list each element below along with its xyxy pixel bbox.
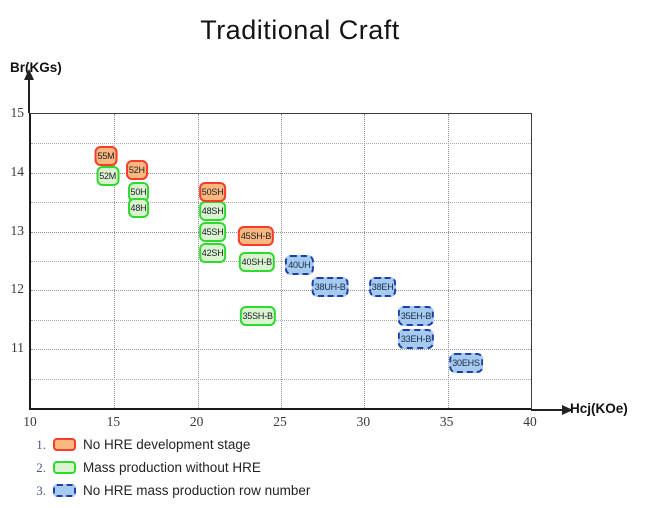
legend-swatch-green [53, 461, 76, 474]
y-axis-arrow-line [28, 80, 30, 113]
grade-box-45sh-b: 45SH-B [237, 226, 275, 247]
x-tick-20: 20 [189, 414, 204, 429]
legend-swatch-blue [53, 484, 76, 497]
grade-box-35sh-b: 35SH-B [239, 306, 276, 327]
x-tick-15: 15 [106, 414, 121, 429]
x-axis-arrow-line [531, 409, 563, 411]
chart-title: Traditional Craft [200, 15, 400, 45]
y-tick-13: 13 [10, 222, 25, 238]
legend-label: No HRE development stage [83, 437, 251, 452]
y-tick-15: 15 [10, 105, 25, 120]
grade-box-55m: 55M [94, 146, 118, 167]
grade-box-50sh: 50SH [198, 181, 227, 202]
y-tick-14: 14 [10, 163, 25, 179]
horizontal-gridline [31, 349, 531, 351]
y-tick-11: 11 [11, 340, 24, 356]
legend: 1. No HRE development stage 2. Mass product… [28, 437, 310, 506]
x-tick-35: 35 [439, 414, 454, 429]
legend-number: 1. [36, 436, 46, 452]
grade-box-45sh: 45SH [198, 221, 227, 242]
legend-item-1: 1. No HRE development stage [28, 436, 310, 453]
grade-box-40sh-b: 40SH-B [238, 251, 275, 272]
grade-box-48h: 48H [127, 198, 150, 219]
plot-area: 55M 52H 50SH 45SH-B 52M 50H 48H 48SH 45SH 42SH 40S… [29, 113, 532, 410]
grade-box-38uh-b: 38UH-B [311, 277, 349, 298]
grade-box-42sh: 42SH [198, 243, 227, 264]
y-tick-12: 12 [10, 281, 25, 297]
horizontal-gridline-minor [31, 143, 531, 145]
x-axis-label: Hcj(KOe) [570, 401, 628, 416]
x-tick-10: 10 [23, 414, 37, 429]
horizontal-gridline [31, 290, 531, 292]
legend-swatch-red [53, 438, 76, 451]
x-tick-25: 25 [273, 414, 287, 429]
legend-number: 2. [36, 459, 46, 475]
grade-box-52m: 52M [96, 165, 120, 186]
grade-box-48sh: 48SH [198, 201, 227, 222]
y-axis-arrowhead-icon [24, 69, 34, 80]
horizontal-gridline-minor [31, 319, 531, 321]
x-tick-40: 40 [523, 414, 537, 429]
legend-label: No HRE mass production row number [83, 483, 311, 498]
y-axis-label: Br(KGs) [10, 60, 62, 75]
horizontal-gridline-minor [31, 378, 531, 380]
x-tick-30: 30 [356, 414, 371, 429]
grade-box-38eh: 38EH [368, 277, 397, 298]
horizontal-gridline [31, 172, 531, 174]
horizontal-gridline-minor [31, 202, 531, 204]
grade-box-30ehs: 30EHS [449, 353, 483, 374]
legend-number: 3. [36, 482, 46, 498]
horizontal-gridline [31, 231, 531, 233]
grade-box-40uh: 40UH [285, 254, 314, 275]
legend-item-3: 3. No HRE mass production row number [28, 482, 311, 499]
horizontal-gridline-minor [31, 261, 531, 262]
legend-item-2: 2. Mass production without HRE [28, 459, 310, 476]
grade-box-33eh-b: 33EH-B [397, 328, 435, 349]
x-axis-arrowhead-icon [562, 405, 573, 415]
grade-box-52h: 52H [125, 159, 148, 180]
grade-box-35eh-b: 35EH-B [397, 306, 435, 327]
legend-label: Mass production without HRE [83, 460, 261, 475]
